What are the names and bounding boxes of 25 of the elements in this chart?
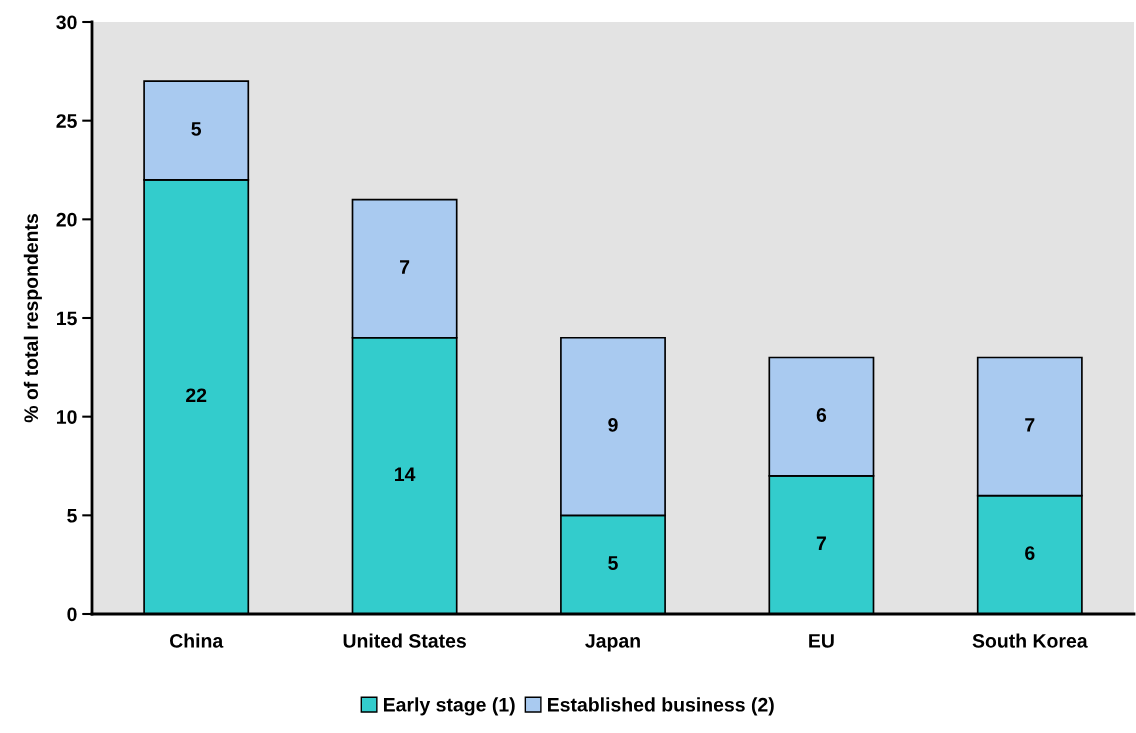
y-tick-label: 15 [57, 311, 77, 326]
data-label: 6 [816, 408, 827, 422]
x-tick-label: United States [343, 633, 466, 648]
y-tick-label: 5 [67, 509, 77, 523]
y-tick-label: 20 [56, 212, 77, 227]
data-label: 7 [816, 536, 826, 550]
data-label: 5 [608, 556, 618, 570]
data-label: 7 [400, 260, 410, 274]
legend-label: Early stage (1) [383, 697, 515, 716]
data-label: 9 [608, 417, 618, 432]
x-tick-label: South Korea [972, 633, 1088, 648]
y-tick-label: 25 [56, 114, 77, 128]
data-label: 22 [186, 388, 207, 402]
data-label: 14 [395, 467, 416, 481]
y-tick-label: 30 [56, 15, 77, 30]
legend-label: Established business (2) [548, 697, 774, 716]
y-axis-title: % of total respondents [23, 214, 42, 423]
data-label: 7 [1025, 418, 1035, 432]
data-label: 6 [1025, 546, 1035, 561]
x-tick-label: China [169, 633, 224, 648]
y-tick-label: 0 [67, 607, 77, 622]
y-tick-label: 10 [57, 410, 77, 424]
x-tick-label: Japan [585, 634, 640, 652]
x-tick-label: EU [809, 634, 834, 648]
data-label: 5 [191, 122, 202, 136]
